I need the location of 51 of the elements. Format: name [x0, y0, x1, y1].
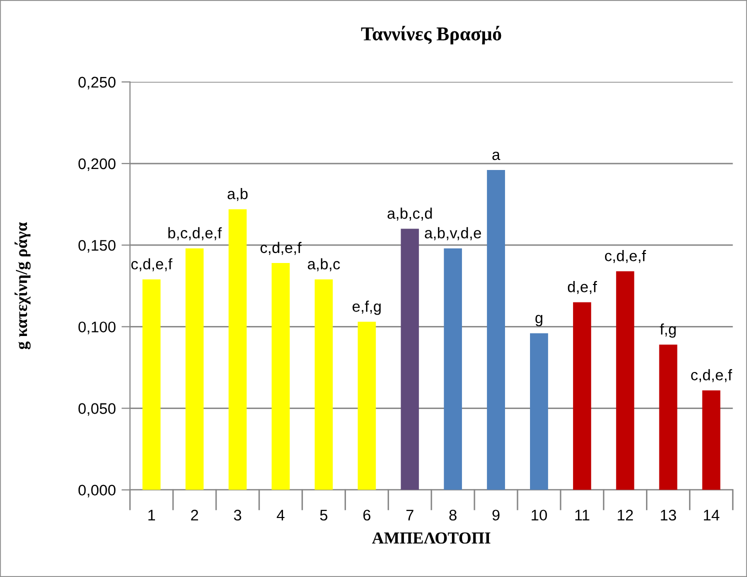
y-axis-title: g κατεχίνη/g ράγα: [14, 222, 31, 350]
chart-title: Ταννίνες Βρασμό: [361, 26, 502, 44]
bar: [616, 271, 634, 490]
annotation: b,c,d,e,f: [168, 227, 222, 240]
x-tick-label: 2: [191, 510, 198, 520]
y-tick-label: 0,200: [78, 158, 116, 172]
x-axis-title: ΑΜΠΕΛΟΤΟΠΙ: [372, 532, 490, 544]
annotation: c,d,e,f: [260, 242, 302, 255]
bar: [400, 228, 419, 490]
x-tick-label: 7: [406, 510, 414, 520]
bar: [530, 333, 548, 490]
x-tick-label: 11: [575, 510, 590, 520]
annotation: c,d,e,f: [131, 258, 172, 272]
x-tick-label: 1: [148, 510, 156, 520]
x-tick-label: 9: [492, 510, 500, 521]
x-tick-label: 5: [320, 510, 328, 521]
bar: [186, 248, 204, 490]
y-tick-label: 0,250: [78, 76, 116, 90]
bar: [314, 279, 333, 490]
annotation: a: [492, 152, 500, 160]
annotation: f,g: [660, 323, 676, 338]
bar: [272, 263, 290, 490]
annotation: c,d,e,f: [691, 369, 732, 382]
annotation: c,d,e,f: [605, 250, 646, 264]
bar: [358, 322, 376, 490]
annotation: a,b: [228, 188, 248, 202]
annotation: e,f,g: [352, 300, 381, 315]
annotation: a,b,v,d,e: [424, 227, 481, 240]
x-tick-label: 14: [704, 510, 720, 520]
x-tick-label: 4: [276, 510, 284, 520]
x-tick-label: 6: [363, 510, 370, 521]
y-tick-label: 0,050: [78, 403, 116, 416]
x-tick-label: 10: [532, 510, 547, 521]
x-tick-label: 8: [449, 510, 457, 521]
bar: [228, 209, 247, 490]
annotation: a,b,c,d: [388, 208, 432, 221]
bar: [486, 170, 506, 490]
bar: [659, 344, 678, 490]
x-tick-label: 13: [660, 510, 676, 521]
x-tick-label: 12: [618, 510, 633, 520]
y-tick-label: 0,100: [78, 322, 116, 334]
y-tick-label: 0,000: [78, 484, 116, 498]
annotation: a,b,c: [308, 258, 340, 272]
bar: [142, 279, 161, 490]
x-tick-label: 3: [234, 510, 242, 521]
bar: [444, 248, 462, 490]
annotation: d,e,f: [568, 281, 597, 294]
bar: [573, 302, 592, 490]
annotation: g: [535, 314, 542, 326]
bar: [702, 390, 720, 490]
y-tick-label: 0,150: [78, 240, 116, 253]
